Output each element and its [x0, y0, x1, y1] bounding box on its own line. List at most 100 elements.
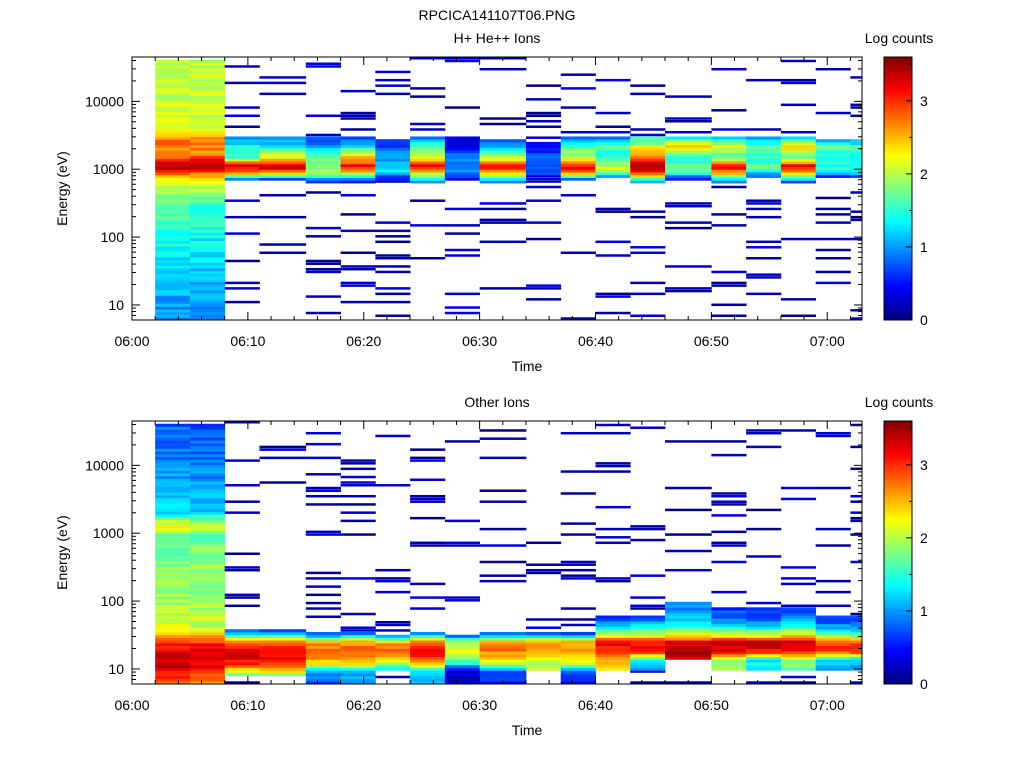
heatmap-cell [560, 664, 596, 668]
heatmap-cell [444, 306, 481, 309]
heatmap-cell [340, 281, 376, 285]
y-tick-label: 10000 [85, 93, 124, 109]
heatmap-cell [340, 626, 376, 629]
heatmap-cell [850, 237, 863, 241]
heatmap-cell [155, 147, 191, 151]
heatmap-cell [155, 111, 191, 115]
heatmap-cell [305, 166, 341, 170]
heatmap-cell [630, 172, 666, 176]
x-tick-label: 06:50 [694, 697, 729, 713]
heatmap-cell [189, 642, 226, 647]
heatmap-cell [479, 640, 527, 644]
heatmap-cell [155, 191, 191, 195]
heatmap-cell [711, 128, 747, 131]
heatmap-cell [189, 109, 226, 113]
heatmap-cell [595, 431, 631, 435]
heatmap-cell [479, 648, 527, 652]
heatmap-cell [305, 615, 341, 619]
heatmap-cell [850, 645, 863, 649]
heatmap-cell [630, 525, 666, 528]
x-tick-label: 06:20 [346, 333, 381, 349]
heatmap-cell [560, 637, 596, 641]
heatmap-cell [711, 169, 747, 173]
heatmap-cell [780, 651, 817, 655]
heatmap-cell [375, 161, 411, 165]
heatmap-cell [595, 640, 631, 644]
heatmap-cell [305, 136, 341, 140]
heatmap-cell [444, 519, 481, 523]
heatmap-cell [340, 163, 376, 167]
heatmap-cell [630, 147, 666, 151]
heatmap-cell [155, 494, 191, 499]
heatmap-cell [189, 240, 226, 244]
heatmap-cell [444, 150, 481, 154]
heatmap-cell [711, 144, 747, 148]
heatmap-cell [595, 541, 631, 545]
heatmap-cell [189, 251, 226, 255]
heatmap-cell [850, 494, 863, 498]
heatmap-cell [780, 497, 817, 501]
heatmap-cell [850, 516, 863, 520]
heatmap-cell [560, 563, 596, 566]
heatmap-cell [711, 453, 747, 457]
heatmap-cell [711, 544, 747, 547]
heatmap-cell [479, 670, 527, 674]
heatmap-cell [224, 421, 260, 424]
heatmap-cell [444, 651, 481, 655]
heatmap-cell [189, 511, 226, 515]
heatmap-cell [525, 284, 562, 287]
heatmap-cell [155, 150, 191, 154]
heatmap-cell [189, 130, 226, 135]
heatmap-cell [375, 174, 411, 178]
heatmap-cell [410, 136, 446, 140]
heatmap-cell [155, 298, 191, 302]
heatmap-cell [665, 607, 712, 611]
heatmap-cell [410, 128, 446, 131]
heatmap-cell [155, 232, 191, 236]
heatmap-cells [155, 421, 863, 685]
heatmap-cell [850, 656, 863, 660]
heatmap-cell [444, 248, 481, 252]
heatmap-cell [189, 604, 226, 608]
heatmap-cell [224, 500, 260, 503]
heatmap-cell [410, 456, 446, 460]
heatmap-cell [189, 199, 226, 203]
heatmap-cell [155, 215, 191, 220]
heatmap-cell [155, 248, 191, 252]
heatmap-cell [410, 596, 446, 599]
heatmap-cell [189, 448, 226, 452]
heatmap-cell [189, 204, 226, 209]
heatmap-cell [259, 664, 307, 668]
heatmap-cell [560, 670, 596, 674]
heatmap-cell [595, 292, 631, 296]
heatmap-cell [305, 62, 341, 65]
heatmap-cell [560, 656, 596, 660]
heatmap-cell [259, 445, 307, 449]
heatmap-cell [630, 136, 666, 140]
heatmap-cell [155, 464, 191, 468]
heatmap-cell [155, 514, 191, 518]
heatmap-cell [665, 177, 712, 181]
heatmap-cell [189, 278, 226, 283]
heatmap-cell [780, 169, 817, 173]
heatmap-cell [780, 577, 817, 580]
heatmap-cell [780, 582, 817, 586]
heatmap-cell [189, 497, 226, 501]
heatmap-cell [665, 549, 712, 553]
heatmap-cell [189, 667, 226, 671]
heatmap-cell [259, 92, 307, 96]
heatmap-cell [340, 213, 376, 216]
heatmap-cell [780, 631, 817, 636]
heatmap-cell [155, 144, 191, 148]
heatmap-cell [189, 81, 226, 85]
heatmap-cell [560, 172, 596, 176]
heatmap-cell [224, 568, 260, 572]
heatmap-cell [711, 303, 747, 307]
heatmap-cell [630, 596, 666, 599]
heatmap-cell [155, 289, 191, 293]
heatmap-cell [189, 254, 226, 258]
heatmap-cell [595, 470, 631, 473]
heatmap-cell [189, 462, 226, 466]
heatmap-cell [155, 640, 191, 644]
heatmap-cell [224, 604, 260, 608]
